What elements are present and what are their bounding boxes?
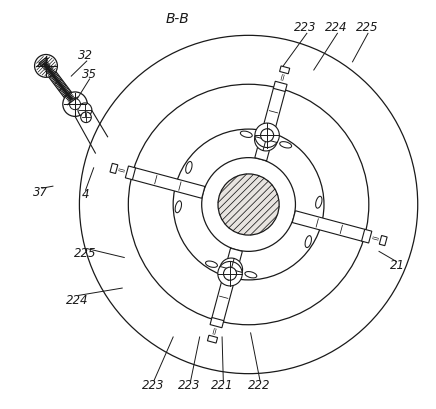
Ellipse shape <box>280 142 292 148</box>
Ellipse shape <box>205 261 218 267</box>
Polygon shape <box>273 81 287 92</box>
Polygon shape <box>379 236 387 246</box>
Circle shape <box>218 174 279 235</box>
Polygon shape <box>110 163 118 173</box>
Text: 223: 223 <box>142 380 164 392</box>
Polygon shape <box>125 166 136 180</box>
Circle shape <box>224 267 237 280</box>
Circle shape <box>69 99 81 110</box>
Circle shape <box>260 134 272 145</box>
Circle shape <box>34 54 58 77</box>
Text: 221: 221 <box>211 380 233 392</box>
Polygon shape <box>208 335 218 343</box>
Text: 35: 35 <box>82 67 97 81</box>
Circle shape <box>81 112 91 123</box>
Ellipse shape <box>240 131 252 137</box>
Ellipse shape <box>316 196 322 208</box>
Polygon shape <box>210 317 224 328</box>
Ellipse shape <box>305 236 311 247</box>
Circle shape <box>78 103 92 117</box>
Text: 225: 225 <box>74 247 97 260</box>
Ellipse shape <box>186 162 192 173</box>
Text: 224: 224 <box>325 21 347 34</box>
Polygon shape <box>48 70 78 106</box>
Polygon shape <box>39 58 48 65</box>
Polygon shape <box>361 229 372 243</box>
Polygon shape <box>255 87 286 161</box>
Circle shape <box>255 128 277 151</box>
Circle shape <box>220 258 242 281</box>
Text: B-B: B-B <box>165 12 189 26</box>
Polygon shape <box>279 66 290 74</box>
Ellipse shape <box>245 272 257 278</box>
Text: 224: 224 <box>66 294 89 307</box>
Text: 21: 21 <box>390 259 405 272</box>
Circle shape <box>255 123 279 148</box>
Text: 4: 4 <box>82 188 89 201</box>
Text: 223: 223 <box>178 380 201 392</box>
Ellipse shape <box>175 201 181 213</box>
Text: 32: 32 <box>78 49 93 62</box>
Text: 223: 223 <box>294 21 317 34</box>
Circle shape <box>218 261 242 286</box>
Polygon shape <box>131 167 205 198</box>
Text: 222: 222 <box>248 380 270 392</box>
Polygon shape <box>292 211 366 242</box>
Circle shape <box>63 92 87 117</box>
Text: 225: 225 <box>355 21 378 34</box>
Circle shape <box>261 129 274 142</box>
Text: 37: 37 <box>33 186 48 199</box>
Circle shape <box>225 264 237 275</box>
Polygon shape <box>211 248 242 322</box>
